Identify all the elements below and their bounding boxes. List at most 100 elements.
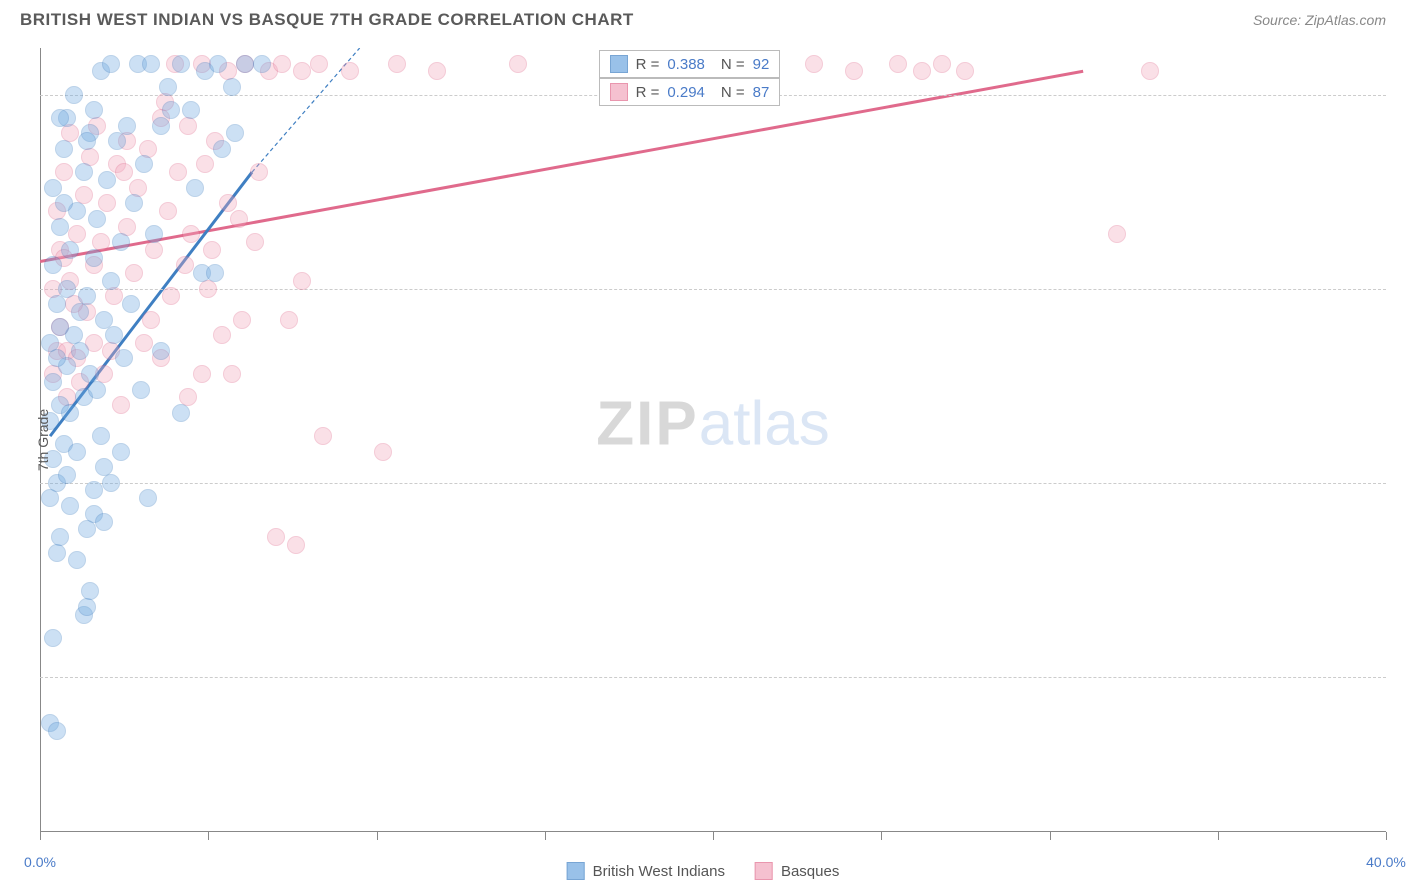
- bwi-point: [44, 256, 62, 274]
- basque-point: [805, 55, 823, 73]
- bwi-point: [44, 373, 62, 391]
- bwi-point: [55, 140, 73, 158]
- basque-point: [199, 280, 217, 298]
- basque-point: [142, 311, 160, 329]
- basque-point: [287, 536, 305, 554]
- basque-point: [845, 62, 863, 80]
- bwi-point: [92, 427, 110, 445]
- basque-point: [159, 202, 177, 220]
- basque-point: [341, 62, 359, 80]
- legend-item-bwi: British West Indians: [567, 862, 725, 880]
- y-axis-label: 7th Grade: [35, 409, 51, 471]
- basque-point: [115, 163, 133, 181]
- bwi-point: [85, 101, 103, 119]
- bwi-point: [88, 381, 106, 399]
- bwi-point: [61, 241, 79, 259]
- bwi-point: [78, 598, 96, 616]
- legend-label: Basques: [781, 863, 839, 880]
- bwi-point: [236, 55, 254, 73]
- basque-point: [250, 163, 268, 181]
- legend-item-basque: Basques: [755, 862, 839, 880]
- stats-r-label: R =: [636, 56, 660, 73]
- x-tick: [208, 832, 209, 840]
- basque-point: [1141, 62, 1159, 80]
- x-tick: [1050, 832, 1051, 840]
- bwi-point: [172, 404, 190, 422]
- bwi-point: [142, 55, 160, 73]
- bwi-point: [51, 109, 69, 127]
- basque-point: [889, 55, 907, 73]
- bwi-point: [85, 481, 103, 499]
- basque-point: [182, 225, 200, 243]
- bwi-point: [71, 342, 89, 360]
- bwi-point: [78, 520, 96, 538]
- bwi-point: [105, 326, 123, 344]
- bwi-point: [253, 55, 271, 73]
- bwi-point: [223, 78, 241, 96]
- bwi-point: [51, 218, 69, 236]
- basque-point: [230, 210, 248, 228]
- trend-lines: [40, 48, 1386, 832]
- basque-point: [179, 117, 197, 135]
- stats-box-bwi: R =0.388N =92: [599, 50, 781, 78]
- bwi-point: [61, 497, 79, 515]
- x-tick: [881, 832, 882, 840]
- bwi-point: [58, 466, 76, 484]
- bwi-point: [48, 349, 66, 367]
- x-tick-label: 40.0%: [1366, 854, 1406, 870]
- bwi-point: [98, 171, 116, 189]
- basque-point: [374, 443, 392, 461]
- watermark: ZIPatlas: [596, 389, 829, 460]
- basque-point: [280, 311, 298, 329]
- gridline: [40, 289, 1386, 290]
- bwi-point: [209, 55, 227, 73]
- basque-point: [428, 62, 446, 80]
- x-tick: [40, 832, 41, 840]
- legend-swatch: [755, 862, 773, 880]
- bwi-point: [88, 210, 106, 228]
- basque-point: [203, 241, 221, 259]
- bwi-point: [125, 194, 143, 212]
- basque-point: [105, 287, 123, 305]
- basque-point: [223, 365, 241, 383]
- basque-point: [267, 528, 285, 546]
- bwi-point: [152, 342, 170, 360]
- bwi-point: [139, 489, 157, 507]
- basque-point: [176, 256, 194, 274]
- bwi-point: [159, 78, 177, 96]
- bwi-point: [145, 225, 163, 243]
- basque-point: [135, 334, 153, 352]
- basque-point: [233, 311, 251, 329]
- basque-point: [956, 62, 974, 80]
- basque-point: [1108, 225, 1126, 243]
- bwi-point: [102, 55, 120, 73]
- stats-swatch: [610, 55, 628, 73]
- basque-point: [273, 55, 291, 73]
- basque-point: [98, 194, 116, 212]
- bwi-point: [186, 179, 204, 197]
- x-tick: [713, 832, 714, 840]
- bwi-point: [213, 140, 231, 158]
- basque-point: [55, 163, 73, 181]
- chart-area: ZIPatlas 92.5%95.0%97.5%100.0%0.0%40.0%R…: [40, 48, 1386, 832]
- bwi-point: [41, 489, 59, 507]
- basque-point: [196, 155, 214, 173]
- bwi-point: [118, 117, 136, 135]
- stats-r-label: R =: [636, 84, 660, 101]
- bwi-point: [226, 124, 244, 142]
- x-tick-label: 0.0%: [24, 854, 56, 870]
- bwi-point: [172, 55, 190, 73]
- x-tick: [545, 832, 546, 840]
- legend: British West Indians Basques: [567, 862, 840, 880]
- bwi-point: [81, 582, 99, 600]
- bwi-point: [51, 528, 69, 546]
- bwi-point: [135, 155, 153, 173]
- basque-point: [125, 264, 143, 282]
- basque-point: [145, 241, 163, 259]
- stats-r-value: 0.388: [667, 56, 705, 73]
- bwi-point: [61, 404, 79, 422]
- bwi-point: [48, 722, 66, 740]
- stats-box-basque: R =0.294N =87: [599, 78, 781, 106]
- basque-point: [169, 163, 187, 181]
- bwi-point: [112, 443, 130, 461]
